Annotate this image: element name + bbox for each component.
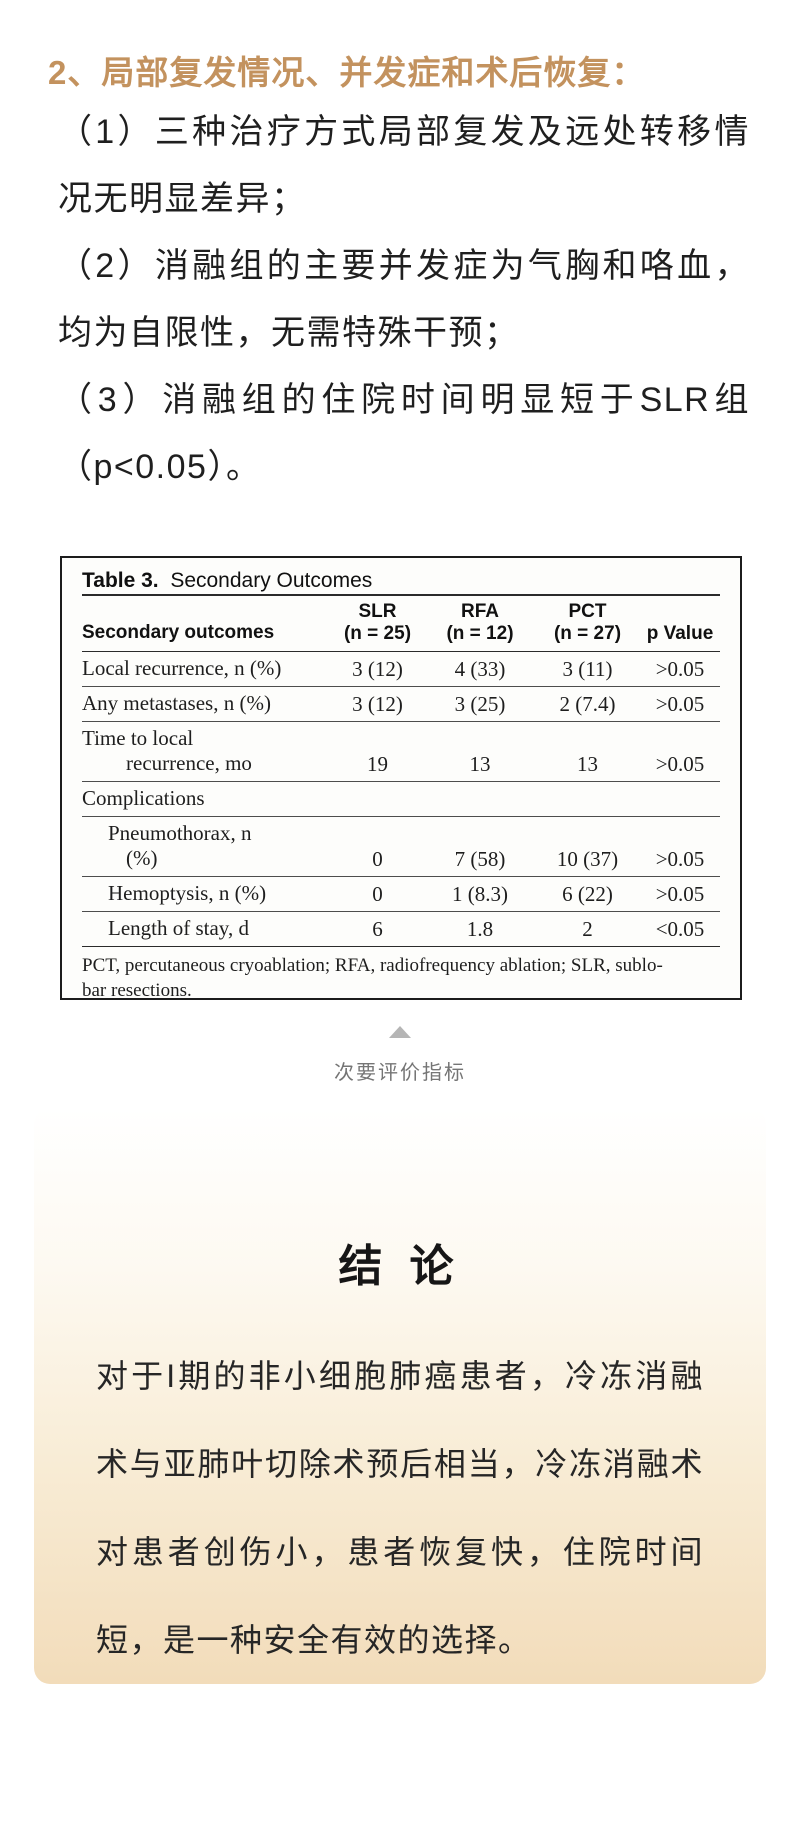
column-header-pvalue: p Value [646,623,714,644]
column-header-stub: Secondary outcomes [82,622,275,643]
table-number: Table 3. [82,569,159,592]
table-title: Table 3. Secondary Outcomes [82,567,720,594]
section-heading: 2、局部复发情况、并发症和术后恢复： [48,54,646,91]
table-section-row: Complications [82,782,720,817]
table-row: Any metastases, n (%) 3 (12) 3 (25) 2 (7… [82,687,720,722]
table-title-rule [82,594,720,596]
table-title-text: Secondary Outcomes [170,569,373,592]
table-header-rule [82,651,720,652]
conclusion-card: 结 论 对于I期的非小细胞肺癌患者，冷冻消融术与亚肺叶切除术预后相当，冷冻消融术… [34,1108,766,1684]
table-row: Time to local recurrence, mo 19 13 13 >0… [82,722,720,782]
table-footnote: PCT, percutaneous cryoablation; RFA, rad… [82,955,663,1001]
table-row: Length of stay, d 6 1.8 2 <0.05 [82,912,720,947]
conclusion-paragraph: 对于I期的非小细胞肺癌患者，冷冻消融术与亚肺叶切除术预后相当，冷冻消融术对患者创… [96,1358,704,1658]
paragraph-3: （3）消融组的住院时间明显短于SLR组（p<0.05）。 [58,381,750,486]
column-header-pct: PCT (n = 27) [553,601,622,644]
paragraph-1: （1）三种治疗方式局部复发及远处转移情况无明显差异； [58,113,750,218]
conclusion-title: 结 论 [338,1242,462,1291]
column-header-slr: SLR (n = 25) [343,601,412,644]
table-row: Hemoptysis, n (%) 0 1 (8.3) 6 (22) >0.05 [82,877,720,912]
triangle-up-icon [389,1026,411,1038]
paragraph-2: （2）消融组的主要并发症为气胸和咯血，均为自限性，无需特殊干预； [58,247,750,352]
table-row: Pneumothorax, n (%) 0 7 (58) 10 (37) >0.… [82,817,720,877]
table-figure: Table 3. Secondary Outcomes Secondary ou… [60,556,742,1001]
figure-caption: 次要评价指标 [334,1062,466,1084]
table-header-row: Secondary outcomes SLR (n = 25) RFA (n =… [82,596,720,651]
table-row: Local recurrence, n (%) 3 (12) 4 (33) 3 … [82,652,720,687]
column-header-rfa: RFA (n = 12) [446,601,514,644]
section-body: （1）三种治疗方式局部复发及远处转移情况无明显差异； （2）消融组的主要并发症为… [58,99,750,501]
